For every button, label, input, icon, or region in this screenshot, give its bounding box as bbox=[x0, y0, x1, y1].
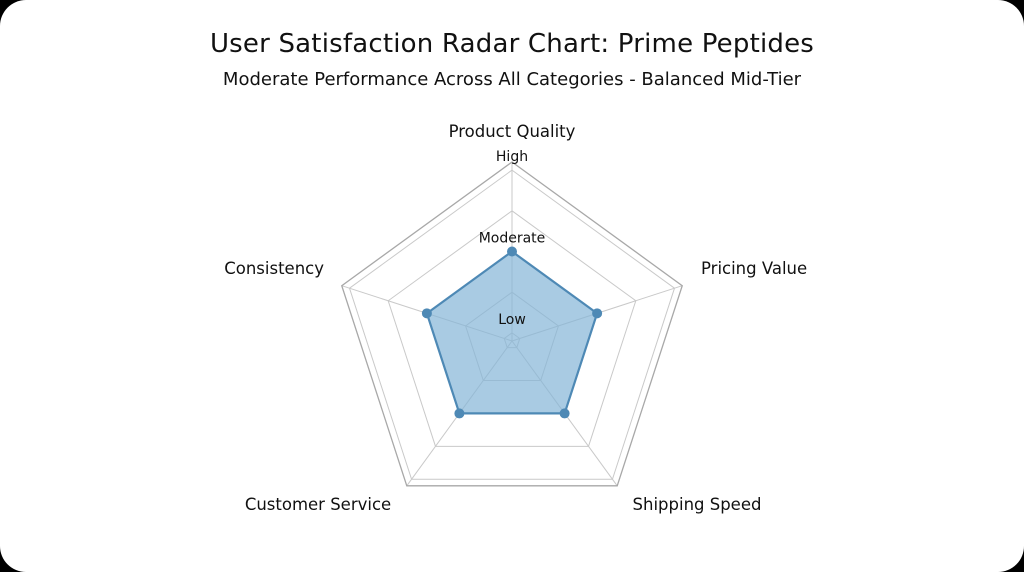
radar-data-marker bbox=[592, 308, 603, 319]
radar-data-marker bbox=[559, 408, 570, 419]
chart-title: User Satisfaction Radar Chart: Prime Pep… bbox=[209, 29, 815, 59]
category-label-shipping-speed: Shipping Speed bbox=[633, 495, 762, 514]
chart-subtitle: Moderate Performance Across All Categori… bbox=[222, 69, 802, 90]
radar-data-marker bbox=[454, 408, 465, 419]
category-label-consistency: Consistency bbox=[224, 259, 324, 278]
radar-grid-ring bbox=[348, 169, 676, 480]
radar-data-marker bbox=[507, 246, 517, 257]
radar-tick-label-high: High bbox=[496, 149, 528, 165]
category-label-product-quality: Product Quality bbox=[449, 122, 576, 141]
category-label-pricing-value: Pricing Value bbox=[701, 259, 807, 278]
radar-tick-label-low: Low bbox=[498, 312, 526, 328]
radar-grid-ring bbox=[387, 210, 637, 447]
category-label-customer-service: Customer Service bbox=[245, 495, 391, 514]
radar-outer-frame bbox=[340, 161, 684, 487]
radar-tick-label-moderate: Moderate bbox=[479, 231, 546, 247]
radar-data-marker bbox=[421, 308, 432, 319]
radar-data-polygon bbox=[425, 250, 599, 415]
